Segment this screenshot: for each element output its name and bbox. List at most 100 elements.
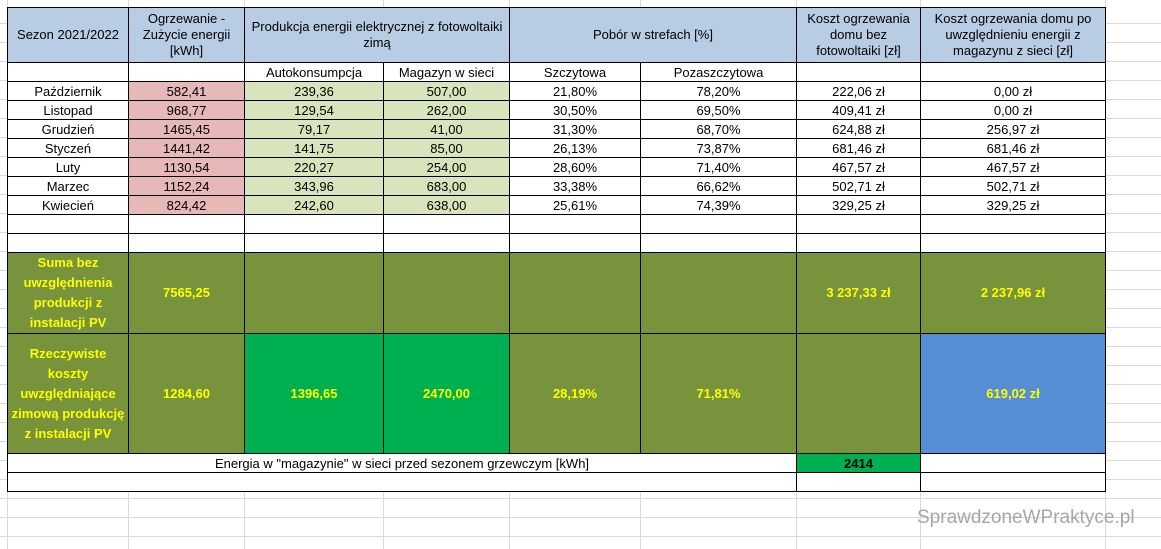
cell-peak[interactable]: 28,60%: [509, 157, 641, 177]
summary-cost-pv[interactable]: 2 237,96 zł: [920, 252, 1106, 334]
cell-cost_pv[interactable]: 329,25 zł: [920, 195, 1106, 215]
cell-empty[interactable]: [244, 252, 384, 334]
cell-auto[interactable]: 141,75: [244, 138, 384, 158]
actual-storage[interactable]: 2470,00: [383, 333, 510, 454]
header-zones[interactable]: Pobór w strefach [%]: [509, 7, 797, 63]
cell-empty[interactable]: [7, 472, 797, 492]
cell-empty[interactable]: [509, 252, 641, 334]
cell-storage[interactable]: 254,00: [383, 157, 510, 177]
cell-empty[interactable]: [7, 233, 129, 253]
cell-cost[interactable]: 502,71 zł: [796, 176, 921, 196]
cell-offpeak[interactable]: 66,62%: [640, 176, 797, 196]
actual-peak[interactable]: 28,19%: [509, 333, 641, 454]
cell-empty[interactable]: [128, 62, 245, 82]
header-cost-with-storage[interactable]: Koszt ogrzewania domu po uwzględnieniu e…: [920, 7, 1106, 63]
cell-heating[interactable]: 968,77: [128, 100, 245, 120]
cell-empty[interactable]: [796, 333, 921, 454]
cell-empty[interactable]: [640, 233, 797, 253]
cell-cost[interactable]: 681,46 zł: [796, 138, 921, 158]
summary-heating[interactable]: 7565,25: [128, 252, 245, 334]
cell-cost_pv[interactable]: 0,00 zł: [920, 81, 1106, 101]
subheader-pozaszczytowa[interactable]: Pozaszczytowa: [640, 62, 797, 82]
cell-empty[interactable]: [920, 453, 1106, 473]
actual-heating[interactable]: 1284,60: [128, 333, 245, 454]
cell-empty[interactable]: [796, 472, 921, 492]
cell-month[interactable]: Styczeń: [7, 138, 129, 158]
cell-cost[interactable]: 409,41 zł: [796, 100, 921, 120]
cell-offpeak[interactable]: 68,70%: [640, 119, 797, 139]
cell-empty[interactable]: [640, 214, 797, 234]
cell-peak[interactable]: 31,30%: [509, 119, 641, 139]
cell-auto[interactable]: 79,17: [244, 119, 384, 139]
header-heating[interactable]: Ogrzewanie - Zużycie energii [kWh]: [128, 7, 245, 63]
cell-month[interactable]: Październik: [7, 81, 129, 101]
cell-offpeak[interactable]: 71,40%: [640, 157, 797, 177]
cell-empty[interactable]: [383, 214, 510, 234]
cell-storage[interactable]: 638,00: [383, 195, 510, 215]
cell-offpeak[interactable]: 74,39%: [640, 195, 797, 215]
storage-before-value[interactable]: 2414: [796, 453, 921, 473]
subheader-autokonsumpcja[interactable]: Autokonsumpcja: [244, 62, 384, 82]
cell-heating[interactable]: 824,42: [128, 195, 245, 215]
subheader-szczytowa[interactable]: Szczytowa: [509, 62, 641, 82]
cell-heating[interactable]: 1152,24: [128, 176, 245, 196]
cell-peak[interactable]: 30,50%: [509, 100, 641, 120]
summary-label[interactable]: Suma bez uwzględnienia produkcji z insta…: [7, 252, 129, 334]
cell-cost_pv[interactable]: 681,46 zł: [920, 138, 1106, 158]
cell-cost_pv[interactable]: 467,57 zł: [920, 157, 1106, 177]
cell-empty[interactable]: [383, 252, 510, 334]
cell-empty[interactable]: [920, 472, 1106, 492]
summary-cost[interactable]: 3 237,33 zł: [796, 252, 921, 334]
cell-heating[interactable]: 1130,54: [128, 157, 245, 177]
cell-empty[interactable]: [383, 233, 510, 253]
header-season[interactable]: Sezon 2021/2022: [7, 7, 129, 63]
cell-empty[interactable]: [920, 214, 1106, 234]
cell-storage[interactable]: 85,00: [383, 138, 510, 158]
cell-auto[interactable]: 239,36: [244, 81, 384, 101]
cell-month[interactable]: Luty: [7, 157, 129, 177]
cell-peak[interactable]: 25,61%: [509, 195, 641, 215]
cell-empty[interactable]: [796, 214, 921, 234]
cell-empty[interactable]: [244, 214, 384, 234]
cell-auto[interactable]: 343,96: [244, 176, 384, 196]
cell-auto[interactable]: 242,60: [244, 195, 384, 215]
cell-storage[interactable]: 262,00: [383, 100, 510, 120]
cell-cost[interactable]: 624,88 zł: [796, 119, 921, 139]
cell-empty[interactable]: [509, 214, 641, 234]
actual-label[interactable]: Rzeczywiste koszty uwzględniające zimową…: [7, 333, 129, 454]
cell-empty[interactable]: [640, 252, 797, 334]
cell-empty[interactable]: [796, 233, 921, 253]
cell-empty[interactable]: [920, 62, 1106, 82]
cell-cost_pv[interactable]: 502,71 zł: [920, 176, 1106, 196]
cell-empty[interactable]: [509, 233, 641, 253]
subheader-magazyn[interactable]: Magazyn w sieci: [383, 62, 510, 82]
cell-empty[interactable]: [128, 233, 245, 253]
cell-offpeak[interactable]: 69,50%: [640, 100, 797, 120]
cell-storage[interactable]: 41,00: [383, 119, 510, 139]
cell-cost[interactable]: 467,57 zł: [796, 157, 921, 177]
cell-peak[interactable]: 26,13%: [509, 138, 641, 158]
cell-cost_pv[interactable]: 0,00 zł: [920, 100, 1106, 120]
actual-cost-pv[interactable]: 619,02 zł: [920, 333, 1106, 454]
cell-cost[interactable]: 329,25 zł: [796, 195, 921, 215]
cell-offpeak[interactable]: 73,87%: [640, 138, 797, 158]
cell-empty[interactable]: [920, 233, 1106, 253]
cell-peak[interactable]: 33,38%: [509, 176, 641, 196]
cell-empty[interactable]: [244, 233, 384, 253]
cell-heating[interactable]: 1465,45: [128, 119, 245, 139]
cell-offpeak[interactable]: 78,20%: [640, 81, 797, 101]
cell-peak[interactable]: 21,80%: [509, 81, 641, 101]
cell-month[interactable]: Kwiecień: [7, 195, 129, 215]
cell-storage[interactable]: 507,00: [383, 81, 510, 101]
cell-heating[interactable]: 582,41: [128, 81, 245, 101]
cell-empty[interactable]: [7, 214, 129, 234]
cell-cost[interactable]: 222,06 zł: [796, 81, 921, 101]
cell-storage[interactable]: 683,00: [383, 176, 510, 196]
cell-month[interactable]: Marzec: [7, 176, 129, 196]
cell-month[interactable]: Listopad: [7, 100, 129, 120]
cell-cost_pv[interactable]: 256,97 zł: [920, 119, 1106, 139]
cell-auto[interactable]: 220,27: [244, 157, 384, 177]
header-cost-no-pv[interactable]: Koszt ogrzewania domu bez fotowoltaiki […: [796, 7, 921, 63]
actual-offpeak[interactable]: 71,81%: [640, 333, 797, 454]
cell-auto[interactable]: 129,54: [244, 100, 384, 120]
